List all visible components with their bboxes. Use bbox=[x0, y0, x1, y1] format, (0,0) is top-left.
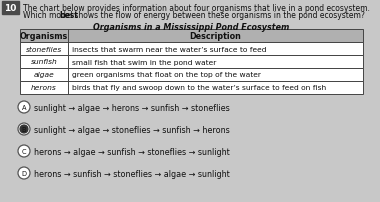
Text: stoneflies: stoneflies bbox=[26, 46, 62, 52]
Bar bbox=[20, 43, 363, 56]
Circle shape bbox=[18, 101, 30, 114]
Bar bbox=[20, 56, 363, 69]
Text: B: B bbox=[22, 127, 26, 133]
Text: D: D bbox=[22, 170, 27, 176]
Text: insects that swarm near the water’s surface to feed: insects that swarm near the water’s surf… bbox=[72, 46, 266, 52]
Text: best: best bbox=[59, 11, 78, 20]
Bar bbox=[20, 69, 363, 82]
Circle shape bbox=[18, 123, 30, 135]
Text: sunlight → algae → herons → sunfish → stoneflies: sunlight → algae → herons → sunfish → st… bbox=[34, 103, 230, 112]
Text: green organisms that float on the top of the water: green organisms that float on the top of… bbox=[72, 72, 261, 78]
Text: birds that fly and swoop down to the water’s surface to feed on fish: birds that fly and swoop down to the wat… bbox=[72, 85, 326, 91]
Bar bbox=[20, 82, 363, 95]
Bar bbox=[20, 30, 363, 43]
Text: sunfish: sunfish bbox=[31, 59, 57, 65]
Text: Organisms in a Mississippi Pond Ecosystem: Organisms in a Mississippi Pond Ecosyste… bbox=[93, 23, 290, 32]
Text: The chart below provides information about four organisms that live in a pond ec: The chart below provides information abo… bbox=[23, 4, 370, 13]
Circle shape bbox=[18, 145, 30, 157]
Text: herons → algae → sunfish → stoneflies → sunlight: herons → algae → sunfish → stoneflies → … bbox=[34, 147, 230, 156]
Text: C: C bbox=[22, 148, 26, 155]
Bar bbox=[2, 2, 19, 15]
Text: Description: Description bbox=[190, 32, 241, 41]
Text: Which model: Which model bbox=[23, 11, 75, 20]
Text: A: A bbox=[22, 105, 26, 111]
Circle shape bbox=[20, 125, 28, 133]
Text: 10: 10 bbox=[4, 4, 17, 13]
Text: herons → sunfish → stoneflies → algae → sunlight: herons → sunfish → stoneflies → algae → … bbox=[34, 169, 230, 178]
Text: shows the flow of energy between these organisms in the pond ecosystem?: shows the flow of energy between these o… bbox=[72, 11, 365, 20]
Text: Organisms: Organisms bbox=[20, 32, 68, 41]
Text: small fish that swim in the pond water: small fish that swim in the pond water bbox=[72, 59, 216, 65]
Text: sunlight → algae → stoneflies → sunfish → herons: sunlight → algae → stoneflies → sunfish … bbox=[34, 125, 230, 134]
Text: algae: algae bbox=[33, 72, 54, 78]
Circle shape bbox=[18, 167, 30, 179]
Text: herons: herons bbox=[31, 85, 57, 91]
